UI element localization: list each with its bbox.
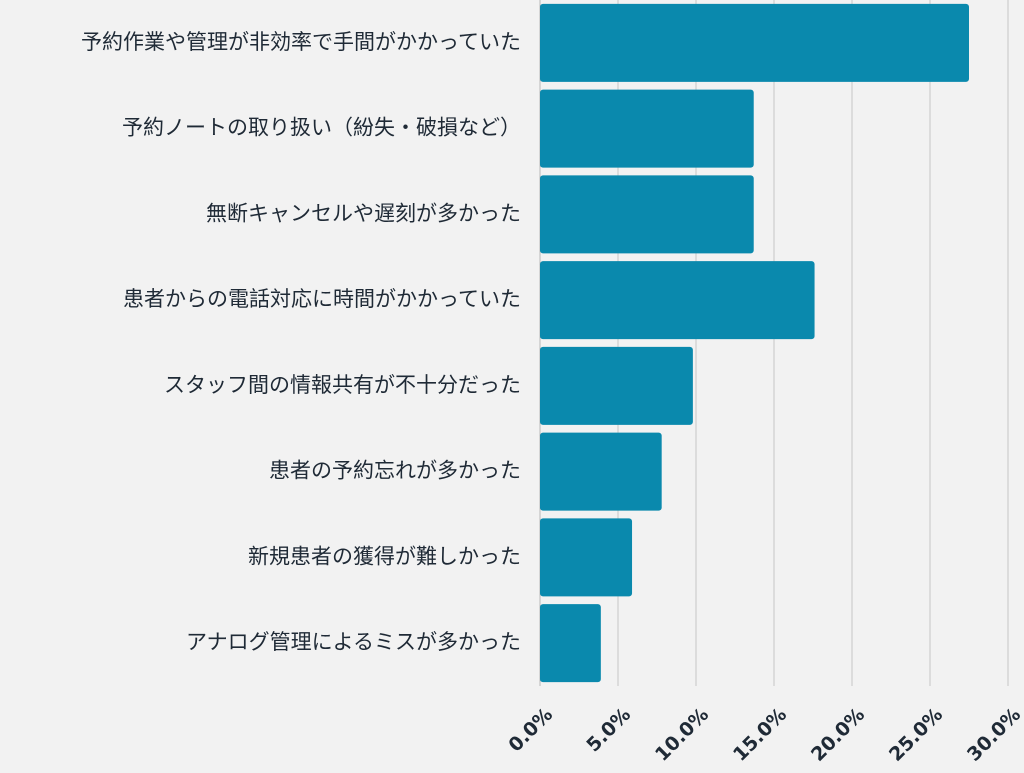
- bar-7: [540, 604, 601, 683]
- category-label-5: 患者の予約忘れが多かった: [269, 459, 521, 483]
- category-label-1: 予約ノートの取り扱い（紛失・破損など）: [122, 116, 521, 140]
- bar-5: [540, 432, 662, 511]
- bar-4: [540, 346, 693, 425]
- x-tick-label-3: 15.0%: [729, 704, 791, 766]
- bar-1: [540, 89, 754, 168]
- bar-0: [540, 3, 969, 82]
- category-label-3: 患者からの電話対応に時間がかかっていた: [123, 287, 521, 311]
- bar-2: [540, 175, 754, 254]
- category-label-2: 無断キャンセルや遅刻が多かった: [206, 201, 521, 225]
- x-tick-label-6: 30.0%: [963, 704, 1024, 766]
- category-label-layer: 予約作業や管理が非効率で手間がかかっていた予約ノートの取り扱い（紛失・破損など）…: [81, 30, 521, 654]
- category-label-6: 新規患者の獲得が難しかった: [248, 544, 521, 568]
- x-tick-label-0: 0.0%: [504, 704, 557, 757]
- category-label-7: アナログ管理によるミスが多かった: [186, 630, 521, 654]
- category-label-4: スタッフ間の情報共有が不十分だった: [164, 373, 521, 397]
- bar-layer: [540, 3, 969, 683]
- x-tick-label-2: 10.0%: [651, 704, 713, 766]
- category-label-0: 予約作業や管理が非効率で手間がかかっていた: [81, 30, 521, 54]
- x-tick-label-4: 20.0%: [807, 704, 869, 766]
- x-tick-label-5: 25.0%: [885, 704, 947, 766]
- bar-6: [540, 518, 633, 597]
- x-tick-label-1: 5.0%: [582, 704, 635, 757]
- tick-label-layer: 0.0% 5.0% 10.0% 15.0% 20.0% 25.0% 30.0%: [504, 704, 1024, 766]
- bar-3: [540, 261, 815, 340]
